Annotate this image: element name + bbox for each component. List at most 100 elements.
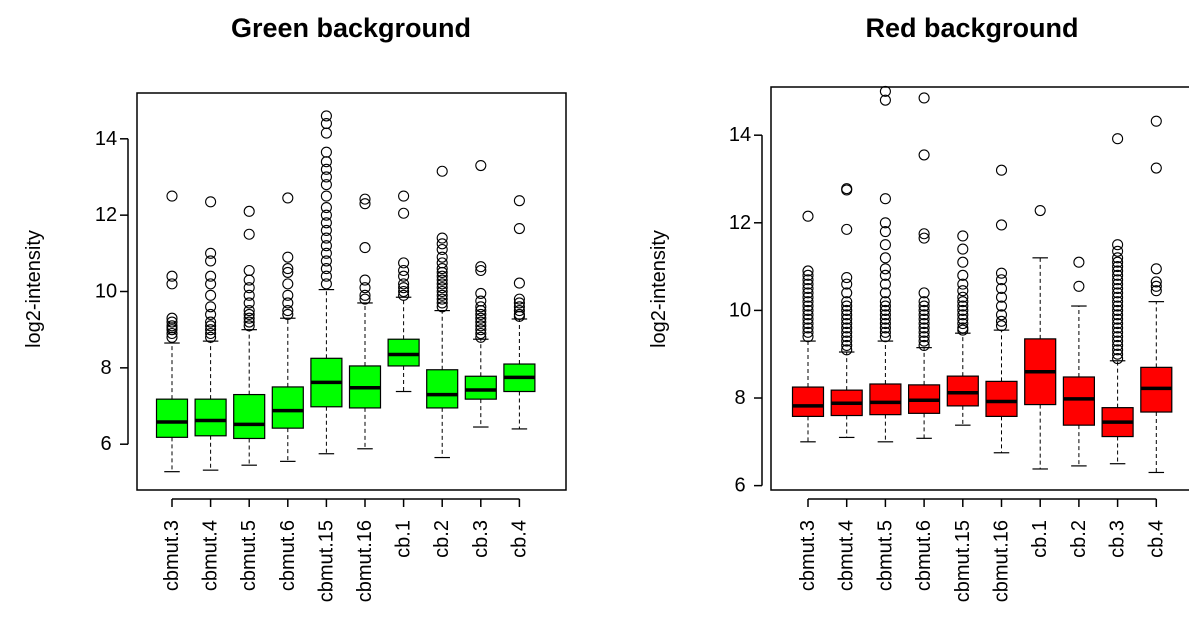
outlier-point bbox=[320, 163, 332, 175]
outlier-point bbox=[436, 238, 448, 250]
outlier-point bbox=[802, 287, 814, 299]
outlier-point bbox=[841, 322, 853, 334]
outlier-point bbox=[475, 320, 487, 332]
outlier-point bbox=[957, 313, 969, 325]
x-tick-label: cbmut.3 bbox=[161, 520, 183, 591]
box-cbmut.3 bbox=[155, 190, 189, 473]
box-cbmut.5 bbox=[869, 85, 902, 443]
outlier-point bbox=[1150, 263, 1162, 275]
x-tick-label: cbmut.4 bbox=[836, 520, 858, 591]
box-cb.4 bbox=[1140, 115, 1173, 474]
outlier-point bbox=[243, 316, 255, 328]
outlier-point bbox=[475, 287, 487, 299]
outlier-point bbox=[918, 317, 930, 330]
outlier-point bbox=[1073, 256, 1085, 268]
outlier-point bbox=[320, 110, 332, 122]
outlier-point bbox=[1112, 274, 1124, 286]
outlier-point bbox=[957, 291, 969, 303]
outlier-point bbox=[398, 282, 410, 294]
outlier-point bbox=[957, 304, 969, 316]
outlier-point bbox=[879, 309, 891, 321]
outlier-point bbox=[841, 339, 853, 351]
outlier-point bbox=[1112, 322, 1124, 334]
outlier-point bbox=[995, 309, 1008, 321]
outlier-point bbox=[1112, 317, 1124, 330]
outlier-point bbox=[436, 165, 448, 177]
outlier-point bbox=[436, 257, 448, 269]
outlier-point bbox=[320, 240, 332, 252]
outlier-point bbox=[841, 271, 853, 284]
outlier-point bbox=[205, 327, 217, 340]
iqr-box bbox=[194, 398, 227, 437]
outlier-point bbox=[918, 322, 930, 334]
outlier-point bbox=[436, 270, 448, 282]
green-background-panel: Green background log2-intensity 6 8 10 12 14… bbox=[23, 13, 567, 602]
outlier-point bbox=[282, 251, 294, 263]
outlier-point bbox=[282, 289, 294, 301]
outlier-point bbox=[436, 301, 448, 313]
outlier-point bbox=[475, 316, 487, 328]
outlier-point bbox=[879, 269, 891, 281]
red-background-panel: Red background log2-intensity 6 8 10 12 14 cb… bbox=[648, 13, 1189, 602]
outlier-point bbox=[513, 222, 525, 235]
y-tick-label: 10 bbox=[729, 299, 751, 321]
outlier-point bbox=[1112, 133, 1124, 145]
outlier-point bbox=[436, 243, 448, 256]
outlier-point bbox=[398, 285, 410, 298]
outlier-point bbox=[282, 297, 294, 309]
outlier-point bbox=[320, 146, 332, 158]
outlier-point bbox=[320, 255, 332, 267]
outlier-point bbox=[320, 232, 332, 244]
outlier-point bbox=[879, 287, 891, 299]
outlier-point bbox=[398, 270, 410, 282]
box-cbmut.6 bbox=[907, 92, 941, 439]
outlier-point bbox=[205, 196, 217, 208]
outlier-point bbox=[995, 267, 1008, 279]
iqr-box bbox=[426, 369, 459, 409]
outlier-point bbox=[957, 300, 969, 312]
x-tick-label: cb.2 bbox=[1068, 520, 1090, 558]
chart-title: Green background bbox=[231, 13, 471, 43]
outlier-point bbox=[205, 270, 217, 282]
outlier-point bbox=[282, 308, 294, 320]
outlier-point bbox=[879, 313, 891, 325]
outlier-point bbox=[1112, 309, 1124, 321]
x-tick-label: cbmut.6 bbox=[913, 520, 935, 591]
outlier-point bbox=[879, 217, 891, 229]
outlier-point bbox=[1112, 265, 1124, 277]
outlier-point bbox=[1112, 300, 1124, 312]
box-cbmut.5 bbox=[233, 205, 266, 466]
iqr-box bbox=[233, 393, 266, 440]
outlier-point bbox=[475, 261, 487, 273]
outlier-point bbox=[918, 304, 930, 316]
outlier-point bbox=[841, 331, 853, 343]
outlier-point bbox=[918, 232, 930, 244]
outlier-point bbox=[1112, 353, 1124, 365]
outlier-point bbox=[475, 295, 487, 307]
outlier-point bbox=[879, 278, 891, 290]
outlier-point bbox=[1112, 245, 1124, 257]
outlier-point bbox=[802, 309, 814, 321]
outlier-point bbox=[841, 309, 853, 321]
outlier-point bbox=[398, 264, 410, 277]
outlier-point bbox=[1112, 326, 1124, 338]
outlier-point bbox=[918, 313, 930, 325]
outlier-point bbox=[802, 326, 814, 338]
outlier-point bbox=[205, 324, 217, 336]
x-tick-label: cb.2 bbox=[431, 520, 453, 558]
outlier-point bbox=[513, 297, 525, 309]
outlier-point bbox=[918, 149, 930, 161]
outlier-point bbox=[398, 278, 410, 290]
outlier-point bbox=[320, 156, 332, 168]
outlier-point bbox=[359, 274, 371, 286]
x-tick-label: cb.1 bbox=[393, 520, 415, 558]
x-tick-label: cbmut.16 bbox=[354, 520, 376, 602]
outlier-point bbox=[995, 291, 1008, 303]
outlier-point bbox=[995, 282, 1008, 295]
outlier-point bbox=[320, 127, 332, 139]
x-tick-label: cbmut.5 bbox=[238, 520, 260, 591]
outlier-point bbox=[841, 313, 853, 325]
outlier-point bbox=[841, 183, 853, 195]
outlier-point bbox=[1112, 339, 1124, 351]
outlier-point bbox=[475, 312, 487, 324]
